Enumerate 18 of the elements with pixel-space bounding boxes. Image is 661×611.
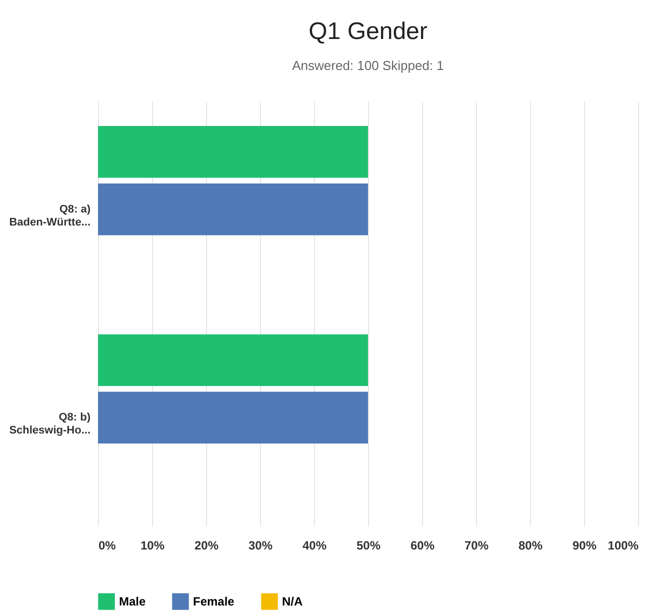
x-tick-label: 20% xyxy=(194,538,219,552)
x-tick-label: 70% xyxy=(464,538,489,552)
x-tick-label: 40% xyxy=(302,538,327,552)
x-tick-label: 80% xyxy=(518,538,543,552)
x-tick-label: 90% xyxy=(572,538,597,552)
y-tick-label: Q8: b) Schleswig-Ho... xyxy=(9,412,91,437)
legend-label: Male xyxy=(119,594,146,609)
y-tick-label: Q8: a) Baden-Württe... xyxy=(9,203,91,228)
x-tick-label: 50% xyxy=(356,538,381,552)
legend-label: N/A xyxy=(282,594,303,609)
x-tick-label: 60% xyxy=(410,538,435,552)
x-tick-label: 10% xyxy=(140,538,165,552)
chart-title: Q1 Gender xyxy=(308,18,428,45)
x-tick-label: 30% xyxy=(248,538,273,552)
x-tick-label: 100% xyxy=(608,538,639,552)
legend-label: Female xyxy=(193,594,235,609)
chart-subtitle: Answered: 100 Skipped: 1 xyxy=(292,58,444,73)
x-tick-label: 0% xyxy=(98,538,116,552)
